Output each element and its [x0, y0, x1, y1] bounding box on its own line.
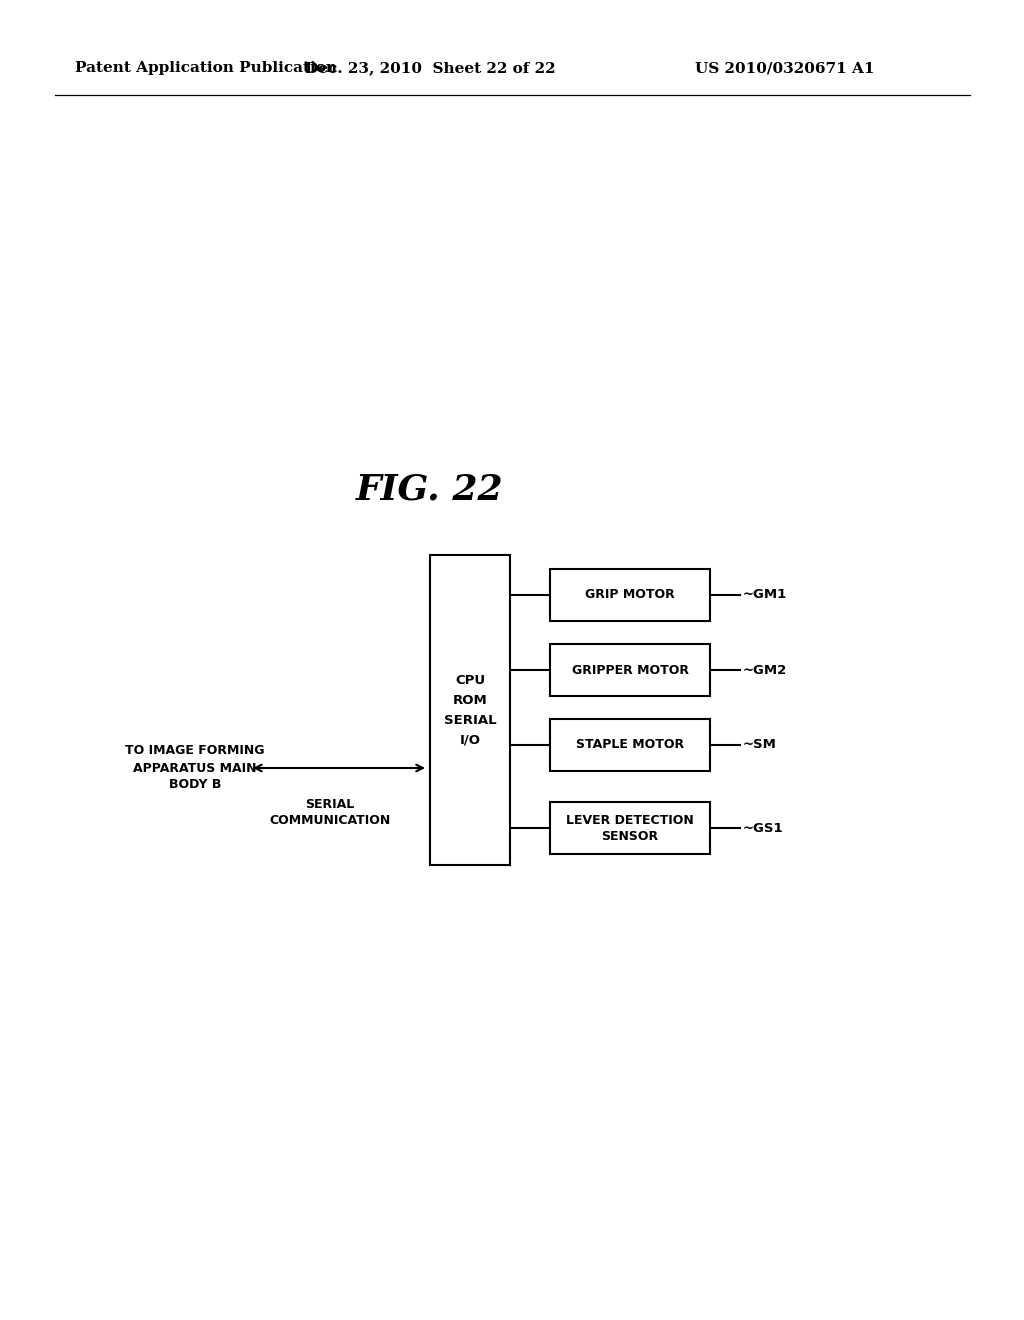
Text: LEVER DETECTION
SENSOR: LEVER DETECTION SENSOR: [566, 813, 694, 842]
Bar: [550, 644, 710, 696]
Text: ~SM: ~SM: [743, 738, 777, 751]
Text: GRIP MOTOR: GRIP MOTOR: [585, 589, 675, 602]
Text: SERIAL
COMMUNICATION: SERIAL COMMUNICATION: [269, 799, 390, 828]
Bar: [550, 569, 710, 620]
Text: US 2010/0320671 A1: US 2010/0320671 A1: [695, 61, 874, 75]
Text: CPU
ROM
SERIAL
I/O: CPU ROM SERIAL I/O: [443, 673, 497, 747]
Text: GRIPPER MOTOR: GRIPPER MOTOR: [571, 664, 688, 676]
Text: Patent Application Publication: Patent Application Publication: [75, 61, 337, 75]
Text: ~GM2: ~GM2: [743, 664, 787, 676]
Text: FIG. 22: FIG. 22: [356, 473, 504, 507]
Text: Dec. 23, 2010  Sheet 22 of 22: Dec. 23, 2010 Sheet 22 of 22: [305, 61, 555, 75]
Text: ~GM1: ~GM1: [743, 589, 787, 602]
Bar: [430, 554, 510, 865]
Bar: [550, 719, 710, 771]
Text: STAPLE MOTOR: STAPLE MOTOR: [575, 738, 684, 751]
Text: ~GS1: ~GS1: [743, 821, 783, 834]
Text: TO IMAGE FORMING
APPARATUS MAIN
BODY B: TO IMAGE FORMING APPARATUS MAIN BODY B: [125, 744, 265, 792]
Bar: [550, 803, 710, 854]
